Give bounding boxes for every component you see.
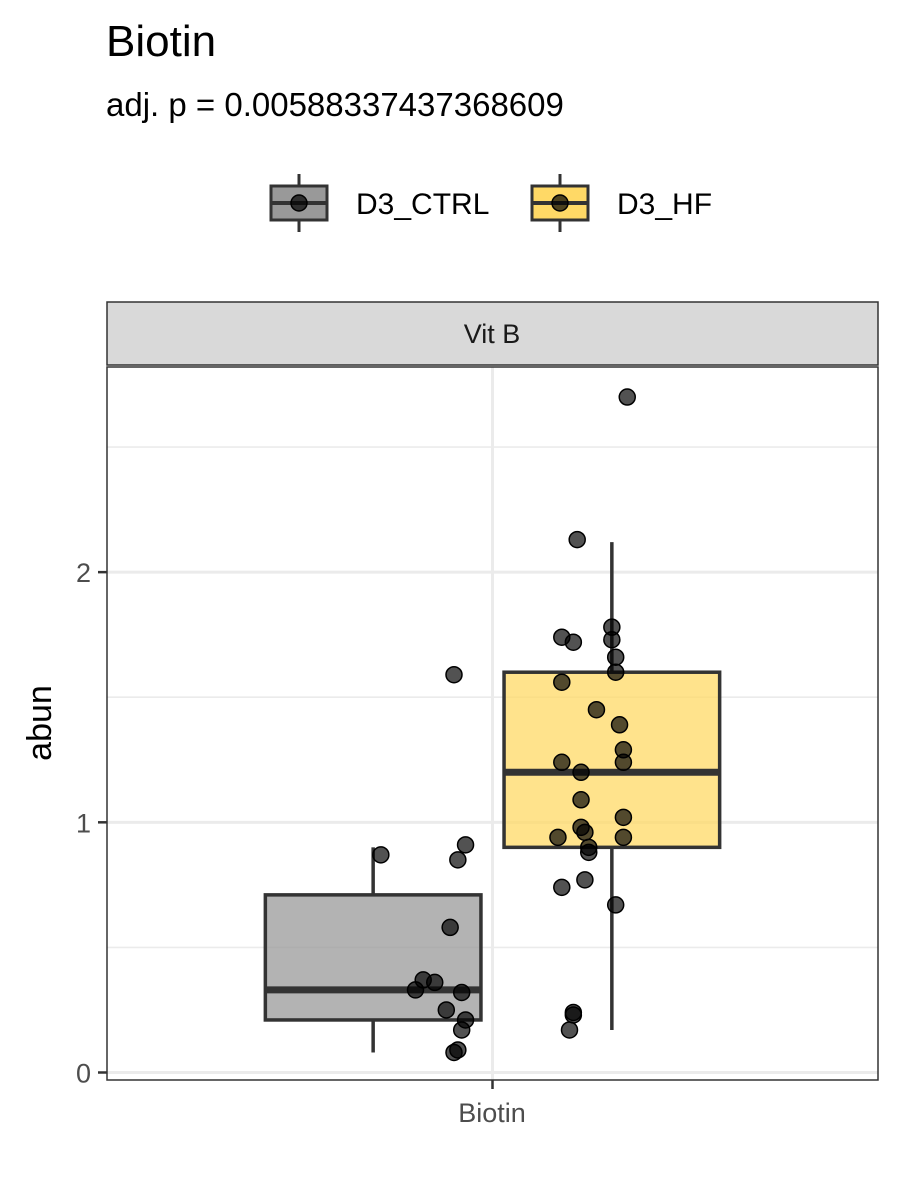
facet-strip-label: Vit B bbox=[464, 319, 521, 349]
data-point-d3-hf bbox=[580, 843, 598, 862]
data-point-d3-ctrl bbox=[452, 983, 471, 1002]
legend-label-d3-hf: D3_HF bbox=[617, 188, 712, 221]
chart-title: Biotin bbox=[106, 17, 216, 66]
data-point-d3-hf bbox=[564, 633, 583, 651]
grid-lines bbox=[107, 367, 878, 1080]
data-point-d3-hf bbox=[553, 673, 571, 691]
box-d3-ctrl bbox=[263, 893, 483, 1022]
y-tick-label: 1 bbox=[76, 808, 91, 838]
data-point-d3-hf bbox=[576, 823, 594, 842]
data-point-d3-hf bbox=[606, 648, 625, 666]
data-point-d3-ctrl bbox=[437, 1001, 456, 1019]
data-point-d3-hf bbox=[549, 828, 567, 847]
y-tick-label: 2 bbox=[76, 558, 91, 588]
x-tick-label: Biotin bbox=[458, 1098, 526, 1128]
data-point-d3-ctrl bbox=[441, 918, 459, 937]
data-point-d3-ctrl bbox=[372, 846, 390, 864]
legend-key-d3-hf bbox=[530, 174, 590, 232]
data-point-d3-ctrl bbox=[456, 836, 475, 854]
data-point-d3-hf bbox=[568, 530, 586, 549]
point-layer bbox=[372, 388, 636, 1062]
y-tick-label: 0 bbox=[76, 1058, 91, 1088]
legend-key-d3-ctrl bbox=[269, 174, 329, 232]
legend: D3_CTRL D3_HF bbox=[269, 174, 712, 232]
chart-subtitle: adj. p = 0.00588337437368609 bbox=[106, 86, 564, 123]
box-layer bbox=[263, 542, 722, 1053]
data-point-d3-hf bbox=[614, 828, 633, 847]
facet-strip: Vit B bbox=[106, 301, 879, 366]
data-point-d3-ctrl bbox=[449, 851, 467, 869]
data-point-d3-ctrl bbox=[445, 1043, 463, 1062]
data-point-d3-hf bbox=[606, 663, 625, 681]
data-point-d3-hf bbox=[553, 753, 571, 772]
data-point-d3-ctrl bbox=[452, 1021, 471, 1039]
data-point-d3-hf bbox=[610, 716, 629, 734]
y-axis-title: abun bbox=[21, 685, 59, 761]
data-point-d3-ctrl bbox=[406, 981, 425, 999]
data-point-d3-hf bbox=[614, 753, 633, 772]
data-point-d3-hf bbox=[603, 630, 621, 649]
legend-label-d3-ctrl: D3_CTRL bbox=[356, 188, 489, 221]
data-point-d3-hf bbox=[564, 1006, 583, 1024]
data-point-d3-hf bbox=[572, 791, 590, 809]
data-point-d3-hf bbox=[553, 878, 571, 897]
data-point-d3-hf bbox=[587, 700, 606, 719]
data-point-d3-hf bbox=[576, 871, 594, 889]
data-point-d3-hf bbox=[606, 896, 625, 914]
axes: Biotin 0 1 2 bbox=[76, 558, 526, 1128]
data-point-d3-hf bbox=[572, 763, 590, 782]
data-point-d3-hf bbox=[560, 1021, 579, 1039]
data-point-d3-hf bbox=[618, 388, 636, 406]
data-point-d3-ctrl bbox=[426, 973, 444, 992]
data-point-d3-hf bbox=[614, 808, 633, 827]
box-d3-hf bbox=[502, 670, 722, 850]
data-point-d3-ctrl bbox=[445, 665, 463, 684]
